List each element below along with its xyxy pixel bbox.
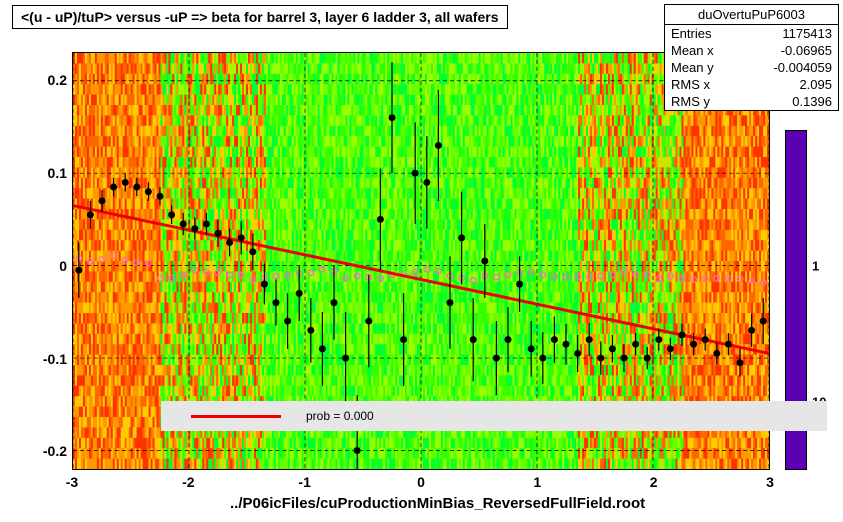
colorbar-tick-label: 1 [812,259,819,274]
y-tick-label: 0.1 [7,165,67,181]
stat-meany: Mean y -0.004059 [665,59,838,76]
stat-value: -0.06965 [781,43,832,58]
stat-meanx: Mean x -0.06965 [665,42,838,59]
x-tick-label: 2 [650,474,658,490]
y-tick-label: 0 [7,258,67,274]
stat-value: 0.1396 [792,94,832,109]
stat-rmsy: RMS y 0.1396 [665,93,838,110]
y-tick-label: 0.2 [7,72,67,88]
y-tick-label: -0.2 [7,443,67,459]
stat-value: 1175413 [782,26,832,41]
x-tick-label: -3 [66,474,78,490]
x-tick-label: 0 [417,474,425,490]
legend-line-sample [191,415,281,418]
x-tick-label: 1 [533,474,541,490]
stats-name: duOvertuPuP6003 [665,5,838,25]
x-tick-label: 3 [766,474,774,490]
x-tick-label: -2 [182,474,194,490]
stat-label: RMS y [671,94,710,109]
stat-entries: Entries 1175413 [665,25,838,42]
stat-rmsx: RMS x 2.095 [665,76,838,93]
plot-area: prob = 0.000 [72,52,770,470]
x-axis-label: ../P06icFiles/cuProductionMinBias_Revers… [230,495,645,512]
stat-label: Entries [671,26,711,41]
stat-value: 2.095 [799,77,832,92]
legend-box: prob = 0.000 [161,401,827,431]
stat-value: -0.004059 [773,60,832,75]
stat-label: RMS x [671,77,710,92]
stat-label: Mean y [671,60,714,75]
x-tick-label: -1 [298,474,310,490]
stats-box: duOvertuPuP6003 Entries 1175413 Mean x -… [664,4,839,111]
y-tick-label: -0.1 [7,351,67,367]
legend-text: prob = 0.000 [306,409,374,423]
stat-label: Mean x [671,43,714,58]
chart-title: <(u - uP)/tuP> versus -uP => beta for ba… [12,5,508,29]
